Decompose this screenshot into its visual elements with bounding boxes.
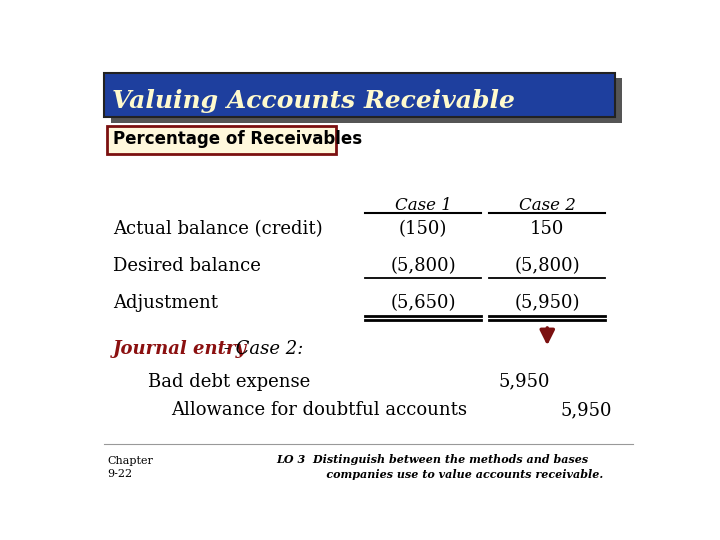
Text: Case 1: Case 1 [395, 197, 451, 213]
FancyBboxPatch shape [107, 126, 336, 154]
Text: Percentage of Receivables: Percentage of Receivables [113, 130, 362, 148]
Text: (150): (150) [399, 220, 447, 238]
FancyBboxPatch shape [104, 72, 616, 117]
Text: Journal entry: Journal entry [113, 340, 247, 357]
Text: (5,650): (5,650) [390, 294, 456, 312]
Text: 5,950: 5,950 [498, 373, 550, 390]
Text: Desired balance: Desired balance [113, 257, 261, 275]
Text: Adjustment: Adjustment [113, 294, 218, 312]
Text: Valuing Accounts Receivable: Valuing Accounts Receivable [112, 89, 515, 113]
Text: Case 2: Case 2 [519, 197, 576, 213]
Text: (5,950): (5,950) [515, 294, 580, 312]
Text: Allowance for doubtful accounts: Allowance for doubtful accounts [171, 401, 467, 419]
Text: Actual balance (credit): Actual balance (credit) [113, 220, 323, 238]
Text: 5,950: 5,950 [560, 401, 612, 419]
Text: 150: 150 [530, 220, 564, 238]
FancyBboxPatch shape [111, 78, 622, 123]
Text: LO 3  Distinguish between the methods and bases
             companies use to va: LO 3 Distinguish between the methods and… [276, 454, 603, 480]
Text: Bad debt expense: Bad debt expense [148, 373, 310, 390]
Text: Chapter
9-22: Chapter 9-22 [107, 456, 153, 479]
Text: (5,800): (5,800) [514, 257, 580, 275]
Text: - Case 2:: - Case 2: [218, 340, 303, 357]
Text: (5,800): (5,800) [390, 257, 456, 275]
